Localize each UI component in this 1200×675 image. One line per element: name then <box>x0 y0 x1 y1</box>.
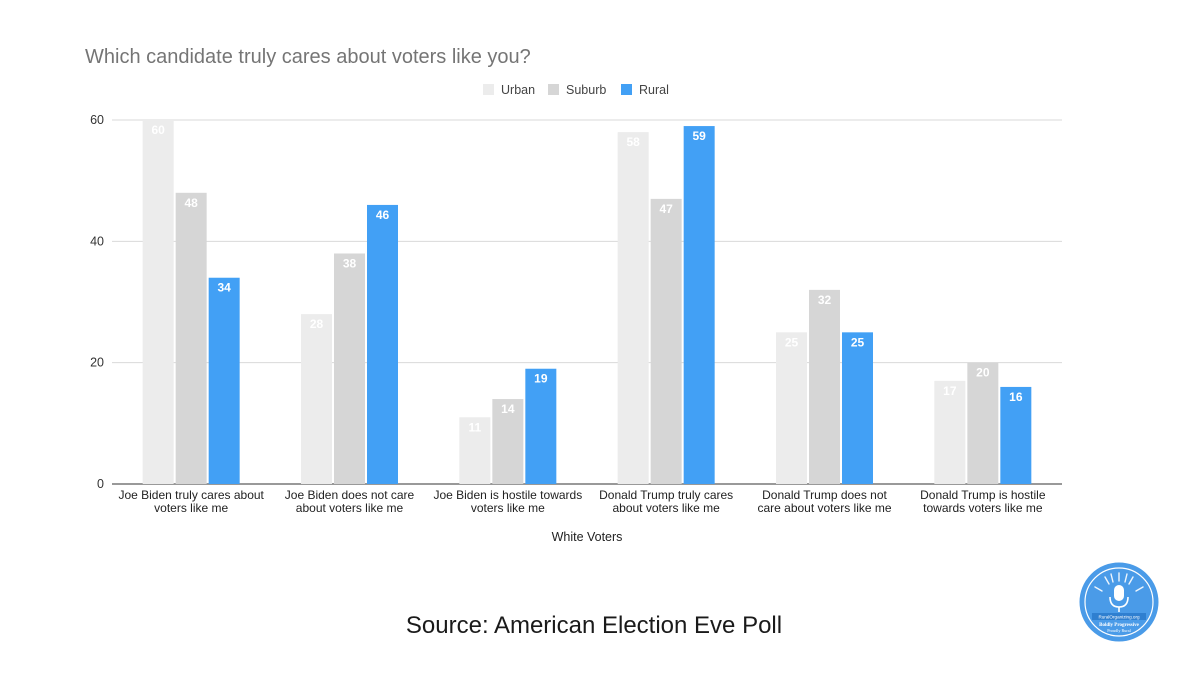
legend-label-urban: Urban <box>501 83 535 97</box>
bar-urban <box>142 120 174 484</box>
logo-text-tagline: Boldly Progressive <box>1099 623 1139 628</box>
data-label: 25 <box>851 335 865 349</box>
data-label: 14 <box>501 402 515 416</box>
bar-urban <box>301 314 332 484</box>
category-label: Donald Trump is hostile towards voters li… <box>920 488 1046 515</box>
legend-label-rural: Rural <box>639 83 669 97</box>
bar-urban <box>776 332 807 484</box>
data-label: 46 <box>376 208 390 222</box>
bar-rural <box>683 126 715 485</box>
data-label: 25 <box>785 335 799 349</box>
bar-suburb <box>175 192 207 485</box>
gridlines <box>112 119 1062 485</box>
bars: 60 48 34 28 38 46 11 14 19 58 47 59 25 32 25 17 20 16 <box>142 120 1032 485</box>
data-label: 47 <box>659 202 673 216</box>
data-label: 48 <box>184 196 198 210</box>
data-label: 19 <box>534 372 548 386</box>
microphone-badge-icon: RuralOrganizing.org Boldly Progressive P… <box>1078 561 1160 643</box>
bar-suburb <box>492 399 524 484</box>
data-label: 28 <box>310 317 324 331</box>
data-label: 32 <box>818 293 832 307</box>
y-axis-ticks: 0 20 40 60 <box>90 113 104 491</box>
category-label: Donald Trump does not care about voters l… <box>757 488 891 515</box>
data-label: 59 <box>692 129 706 143</box>
data-label: 58 <box>626 135 640 149</box>
legend-swatch-rural <box>621 84 632 95</box>
bar-urban <box>934 380 966 484</box>
chart-title: Which candidate truly cares about voters… <box>85 46 531 68</box>
data-label: 34 <box>217 281 231 295</box>
bar-urban <box>459 417 491 484</box>
y-tick-label: 0 <box>97 477 104 491</box>
y-tick-label: 40 <box>90 234 104 248</box>
legend-label-suburb: Suburb <box>566 83 606 97</box>
data-label: 38 <box>343 256 357 270</box>
y-tick-label: 20 <box>90 356 104 370</box>
category-label: Donald Trump truly cares about voters lik… <box>599 488 733 515</box>
logo-text-site: RuralOrganizing.org <box>1098 615 1140 620</box>
x-axis-title: White Voters <box>552 530 623 544</box>
data-label: 16 <box>1009 390 1023 404</box>
category-label: Joe Biden truly cares about voters like m… <box>118 488 264 515</box>
data-label: 17 <box>943 384 957 398</box>
bar-urban <box>617 132 649 484</box>
data-label: 20 <box>976 366 990 380</box>
bar-suburb <box>809 289 840 484</box>
x-axis-category-labels: Joe Biden truly cares about voters like m… <box>118 488 1045 515</box>
category-label: Joe Biden does not care about voters like… <box>285 488 415 515</box>
data-label: 11 <box>468 420 481 434</box>
bar-rural <box>842 332 873 484</box>
legend-swatch-urban <box>483 84 494 95</box>
legend-swatch-suburb <box>548 84 559 95</box>
category-label: Joe Biden is hostile towards voters like … <box>433 488 582 515</box>
bar-rural <box>367 204 398 484</box>
logo-text-subtagline: Proudly Rural <box>1107 628 1131 633</box>
legend: Urban Suburb Rural <box>483 83 669 97</box>
bar-rural <box>208 277 240 484</box>
bar-rural <box>525 368 557 484</box>
y-tick-label: 60 <box>90 113 104 127</box>
bar-rural <box>1000 386 1032 484</box>
bar-suburb <box>650 198 682 484</box>
source-caption: Source: American Election Eve Poll <box>405 612 783 639</box>
bar-suburb <box>967 362 999 484</box>
bar-suburb <box>334 253 365 484</box>
data-label: 60 <box>151 123 165 137</box>
